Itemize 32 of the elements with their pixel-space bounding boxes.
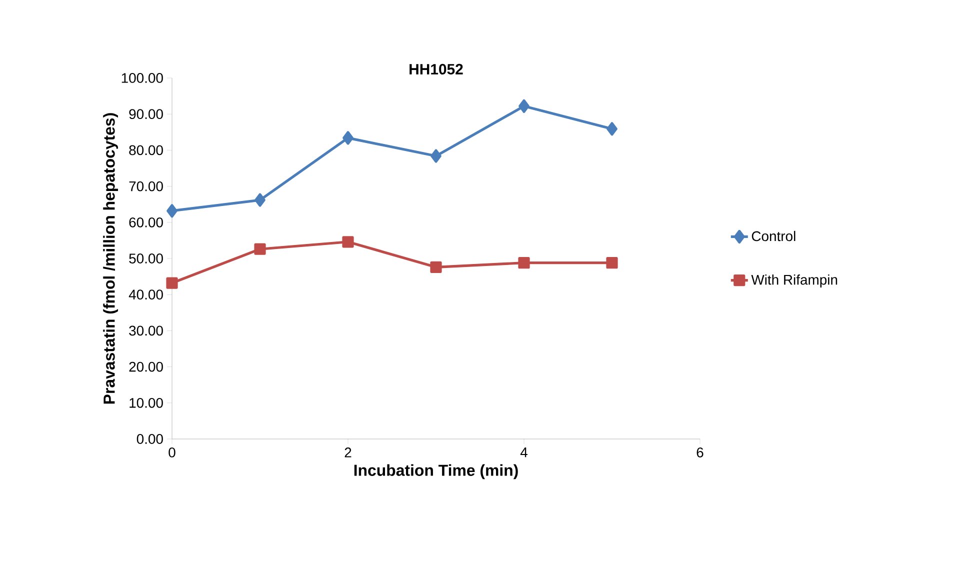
point: [430, 149, 442, 163]
point: [254, 193, 266, 207]
y-tick-label: 60.00: [129, 217, 163, 228]
point: [430, 261, 442, 273]
y-tick-label: 50.00: [129, 254, 163, 264]
y-tick-label: 90.00: [129, 109, 163, 120]
y-tick-label: 30.00: [129, 326, 163, 336]
y-tick-label: 20.00: [129, 362, 163, 372]
y-tick-label: 40.00: [128, 290, 163, 300]
y-tick-label: 100.00: [122, 73, 163, 83]
y-axis-title: Pravastatin (fmol /million hepatocytes): [103, 113, 118, 404]
y-tick-label: 80.00: [129, 145, 163, 156]
point: [606, 122, 618, 136]
y-tick-label: 0.00: [136, 434, 163, 444]
x-axis-title: Incubation Time (min): [354, 464, 518, 480]
chart-title: HH1052: [410, 64, 463, 74]
legend-label: With Rifampin: [751, 274, 838, 288]
point: [518, 257, 530, 269]
x-tick-label: 2: [344, 448, 352, 458]
y-tick-label: 10.00: [130, 398, 163, 408]
x-tick-label: 6: [696, 448, 704, 458]
point: [342, 131, 354, 145]
point: [606, 257, 618, 269]
point: [254, 243, 266, 255]
point: [166, 204, 178, 218]
point: [518, 99, 530, 113]
point: [342, 236, 354, 248]
x-tick-label: 0: [168, 448, 176, 458]
x-tick-label: 4: [520, 448, 528, 458]
point: [166, 277, 178, 289]
legend-label: Control: [752, 230, 796, 242]
y-tick-label: 70.00: [129, 181, 163, 192]
